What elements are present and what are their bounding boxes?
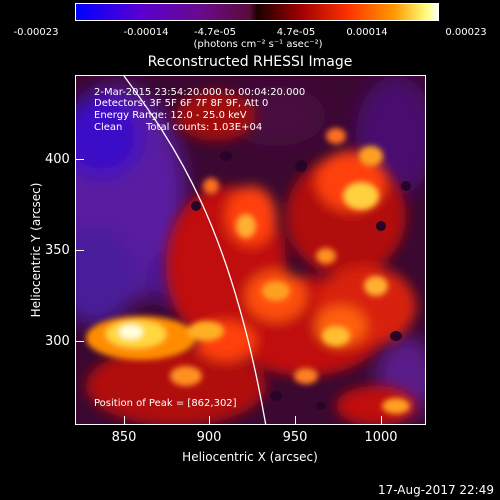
x-tick-label: 850 (111, 430, 137, 445)
image-dark-blobs (191, 151, 411, 410)
y-axis-label: Heliocentric Y (arcsec) (29, 182, 43, 318)
x-tick-mark (295, 416, 296, 425)
plot-title: Reconstructed RHESSI Image (147, 54, 353, 70)
x-tick-mark (124, 416, 125, 425)
x-tick-label: 900 (196, 430, 222, 445)
detectors-label: Detectors: 3F 5F 6F 7F 8F 9F, Att 0 (94, 98, 269, 109)
energy-range-label: Energy Range: 12.0 - 25.0 keV (94, 110, 247, 121)
footer-timestamp: 17-Aug-2017 22:49 (377, 483, 494, 497)
colorbar-tick: 4.7e-05 (276, 27, 316, 38)
time-range-label: 2-Mar-2015 23:54:20.000 to 00:04:20.000 (94, 87, 306, 98)
rhessi-image-plot (75, 75, 426, 425)
x-tick-label: 950 (282, 430, 308, 445)
y-tick-mark (75, 341, 84, 342)
colorbar-unit-label: (photons cm⁻² s⁻¹ asec⁻²) (193, 39, 323, 50)
colorbar-tick: 0.00014 (346, 27, 388, 38)
x-tick-mark (209, 416, 210, 425)
colorbar (75, 3, 439, 21)
emission-bright-sources (86, 128, 410, 414)
peak-position-label: Position of Peak = [862,302] (94, 398, 237, 409)
colorbar-tick: -0.00023 (13, 27, 59, 38)
total-counts-label: Total counts: 1.03E+04 (146, 122, 263, 133)
y-tick-label: 350 (45, 243, 70, 258)
x-tick-mark (381, 416, 382, 425)
y-tick-label: 300 (45, 334, 70, 349)
y-tick-label: 400 (45, 152, 70, 167)
colorbar-tick: -4.7e-05 (194, 27, 236, 38)
algorithm-label: Clean (94, 122, 123, 133)
y-tick-mark (75, 250, 84, 251)
x-tick-label: 1000 (364, 430, 398, 445)
x-axis-label: Heliocentric X (arcsec) (182, 450, 318, 464)
y-tick-mark (75, 159, 84, 160)
colorbar-tick: 0.00023 (445, 27, 487, 38)
solar-limb-line (123, 76, 267, 424)
rhessi-image (76, 76, 425, 424)
colorbar-tick: -0.00014 (123, 27, 169, 38)
